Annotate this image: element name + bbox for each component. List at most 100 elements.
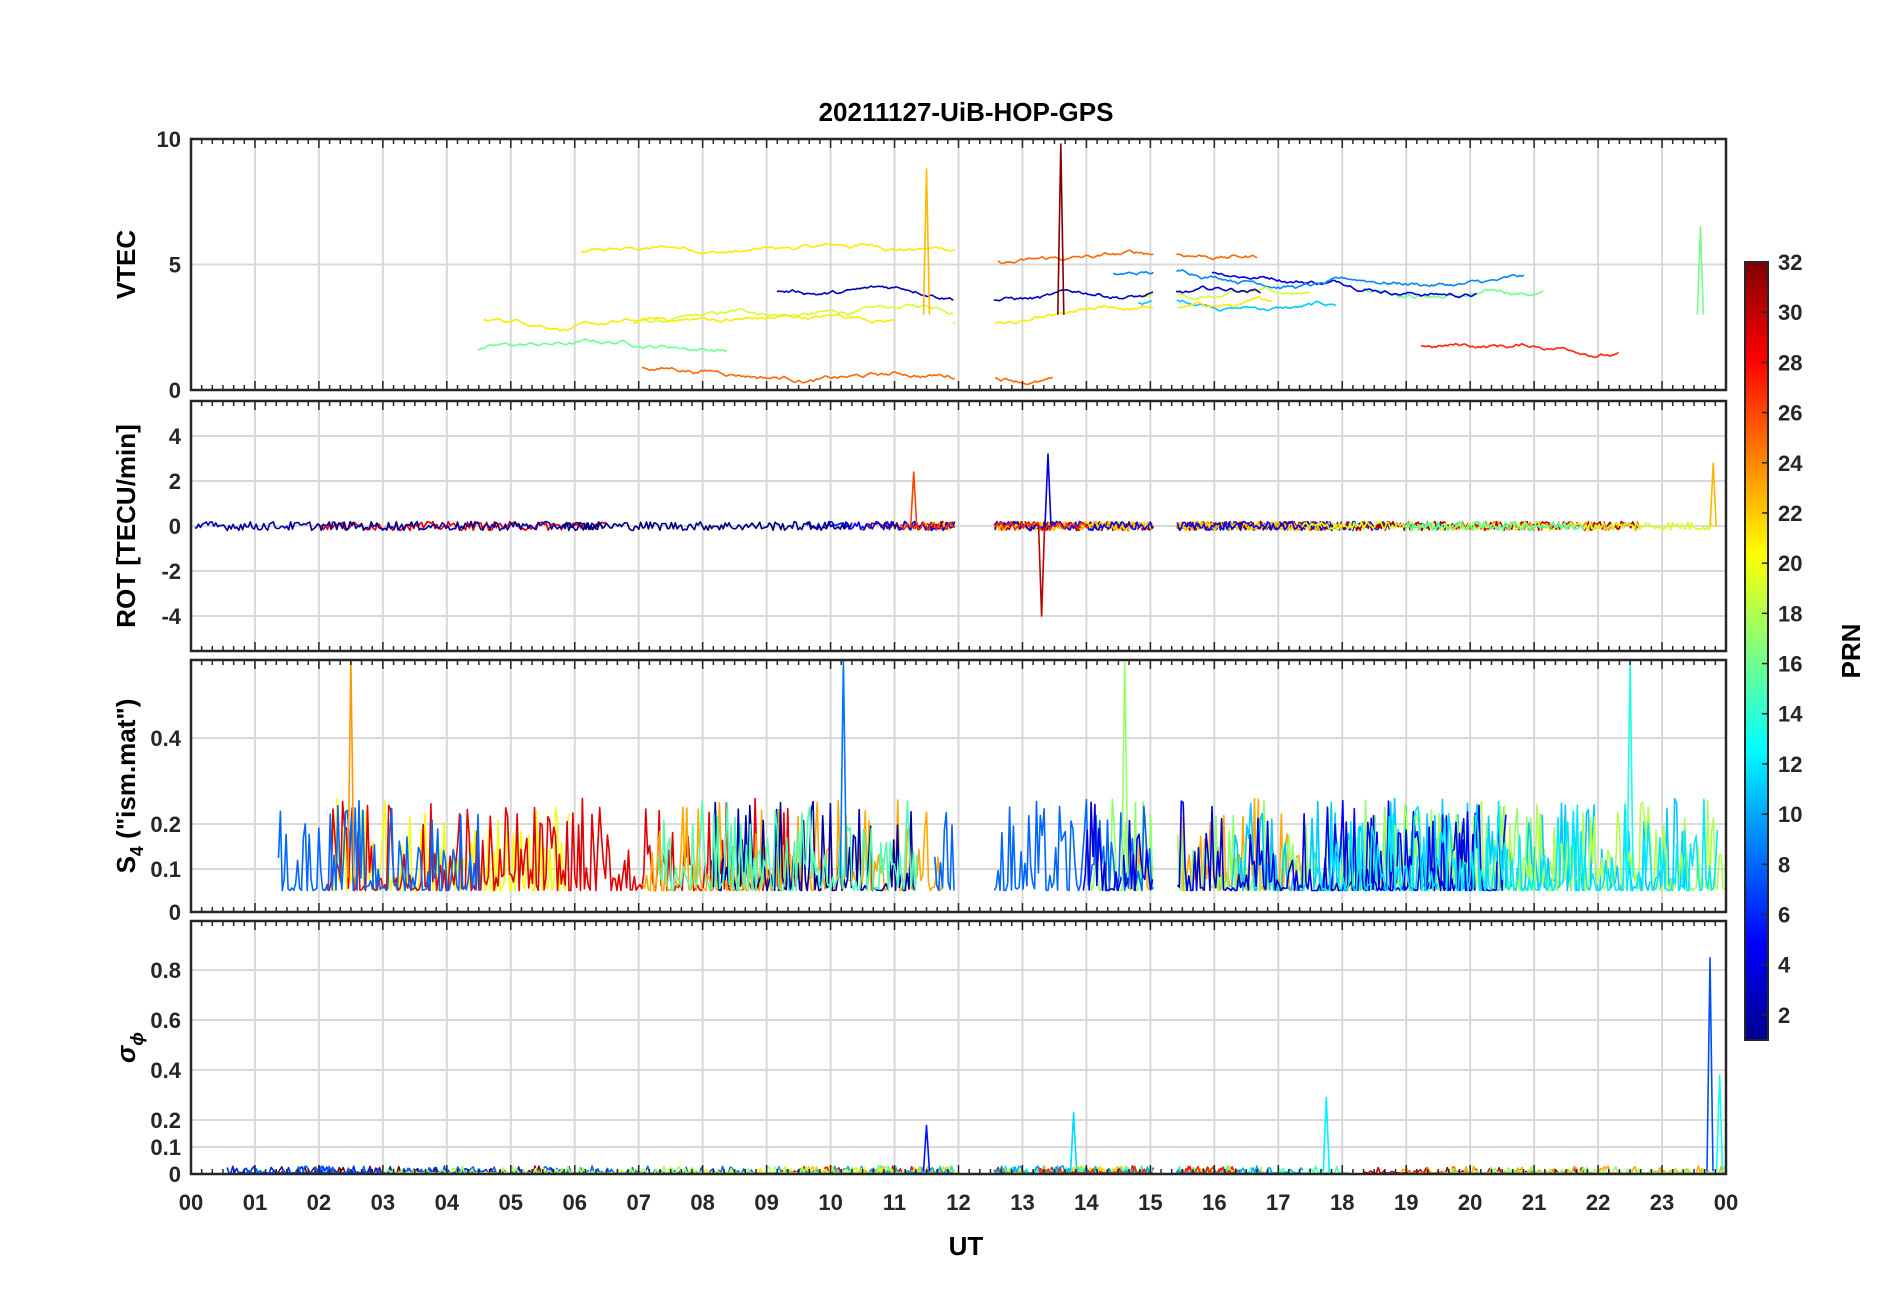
x-tick-label: 21: [1522, 1190, 1546, 1215]
colorbar-tick-label: 10: [1778, 802, 1802, 827]
y-tick-label: 10: [157, 127, 181, 152]
y-tick-label: 0: [169, 900, 181, 925]
y-tick-label: 0.8: [150, 958, 181, 983]
y-tick-label: 0.1: [150, 1135, 181, 1160]
colorbar-tick-label: 16: [1778, 652, 1802, 677]
prn-trace: [632, 303, 955, 325]
peak-mark: [1044, 453, 1052, 527]
prn-trace: [563, 520, 853, 532]
peak-mark: [1057, 143, 1065, 315]
panel-rot: -4 -2 0 2 4 ROT [TECU/min]: [111, 399, 1728, 653]
panel-vtec: 0 5 10 VTEC: [111, 127, 1728, 403]
y-tick-label: 0: [169, 378, 181, 403]
x-tick-label: 04: [435, 1190, 460, 1215]
x-tick-label: 11: [883, 1190, 906, 1215]
x-tick-label: 02: [307, 1190, 331, 1215]
x-tick-label: 03: [371, 1190, 395, 1215]
peak-mark: [1322, 1096, 1331, 1172]
colorbar-tick-label: 24: [1778, 451, 1803, 476]
peak-mark: [1696, 226, 1705, 315]
panel-sigma_phi: 00.10.2 0.4 0.6 0.8 σϕ: [111, 919, 1728, 1187]
prn-trace: [277, 799, 481, 892]
colorbar-tick-label: 6: [1778, 903, 1790, 928]
prn-trace: [1404, 520, 1585, 532]
x-tick-label: 06: [563, 1190, 587, 1215]
x-tick-label: 23: [1650, 1190, 1674, 1215]
peak-mark: [1709, 462, 1717, 527]
colorbar-tick-label: 2: [1778, 1003, 1790, 1028]
prn-trace: [1442, 1165, 1726, 1174]
y-label-main: S: [111, 856, 141, 873]
y-tick-label: 0.2: [150, 812, 181, 837]
prn-trace: [1140, 286, 1311, 301]
x-tick-label: 10: [818, 1190, 842, 1215]
y-tick-label: -4: [161, 604, 181, 629]
prn-trace: [641, 366, 1053, 386]
chart-title: 20211127-UiB-HOP-GPS: [819, 97, 1114, 127]
colorbar-tick-label: 18: [1778, 601, 1802, 626]
y-label-subscript: ϕ: [127, 1032, 147, 1046]
y-tick-label: 0.6: [150, 1008, 181, 1033]
peak-mark: [1069, 1111, 1078, 1172]
x-tick-label: 07: [626, 1190, 650, 1215]
y-axis-label: σϕ: [111, 1032, 147, 1063]
colorbar-tick-label: 32: [1778, 250, 1802, 275]
y-tick-label: 0.4: [150, 1058, 181, 1083]
colorbar-tick-label: 30: [1778, 300, 1802, 325]
colorbar-tick-label: 14: [1778, 702, 1803, 727]
y-tick-label: 0: [169, 514, 181, 539]
x-tick-label: 01: [243, 1190, 267, 1215]
prn-trace: [194, 520, 605, 532]
prn-trace: [1313, 798, 1719, 892]
x-tick-label: 00: [1714, 1190, 1738, 1215]
x-tick-label: 09: [754, 1190, 778, 1215]
y-tick-label: 5: [169, 253, 181, 278]
x-tick-label: 12: [946, 1190, 970, 1215]
y-axis-label: VTEC: [111, 230, 141, 300]
peak-mark: [839, 659, 848, 878]
peak-mark: [922, 168, 931, 315]
prn-trace: [1321, 799, 1507, 892]
y-tick-label: 4: [169, 424, 182, 449]
colorbar-tick-label: 20: [1778, 551, 1802, 576]
y-tick-label: 2: [169, 469, 181, 494]
x-tick-label: 16: [1202, 1190, 1226, 1215]
x-tick-label: 19: [1394, 1190, 1418, 1215]
colorbar-gradient: [1744, 261, 1769, 1041]
x-axis-label: UT: [949, 1231, 984, 1261]
x-tick-labels: 00 01 02 03 04 05 06 07 08 09 10 11 12 13 14 15 16 17 18 19…: [179, 1190, 1738, 1215]
y-tick-label: 0: [169, 1162, 181, 1187]
prn-trace: [997, 249, 1258, 265]
peak-mark: [922, 1124, 931, 1172]
prn-trace: [580, 242, 956, 255]
x-tick-label: 05: [499, 1190, 523, 1215]
panel-s4: 00.10.20.4S4 ("ism.mat"): [111, 658, 1728, 925]
colorbar-tick-label: 4: [1778, 953, 1791, 978]
prn-trace: [776, 285, 1261, 302]
prn-trace: [1112, 269, 1525, 290]
prn-trace: [657, 799, 918, 892]
x-tick-label: 22: [1586, 1190, 1610, 1215]
prn-trace: [477, 338, 728, 353]
x-tick-label: 15: [1138, 1190, 1162, 1215]
y-label-main: σ: [111, 1044, 141, 1063]
prn-trace: [1211, 271, 1477, 299]
x-tick-label: 18: [1330, 1190, 1354, 1215]
y-tick-label: 0.4: [150, 726, 181, 751]
y-axis-label: S4 ("ism.mat"): [111, 699, 147, 874]
y-tick-label: -2: [161, 559, 181, 584]
peak-mark: [1626, 659, 1634, 878]
x-tick-label: 20: [1458, 1190, 1482, 1215]
y-tick-label: 0.2: [150, 1108, 181, 1133]
x-tick-label: 13: [1010, 1190, 1034, 1215]
prn-trace: [1420, 342, 1619, 359]
x-tick-label: 14: [1074, 1190, 1099, 1215]
prn-trace: [899, 520, 1089, 532]
colorbar-tick-label: 22: [1778, 501, 1802, 526]
y-label-subscript: 4: [127, 846, 147, 856]
prn-trace: [483, 313, 895, 332]
x-tick-label: 00: [179, 1190, 203, 1215]
colorbar-label: PRN: [1836, 624, 1866, 679]
